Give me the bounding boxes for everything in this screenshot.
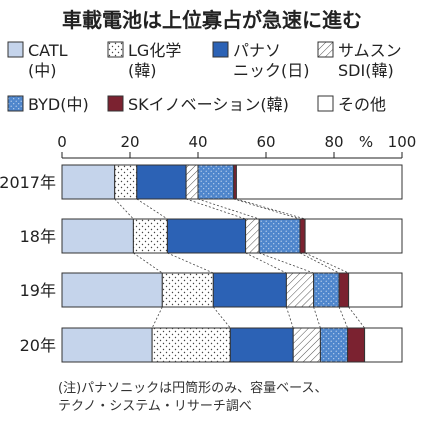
connector-1-0 <box>133 252 163 274</box>
bar-2-1 <box>161 272 214 308</box>
bar-2-3 <box>285 272 315 308</box>
legend-swatch-6 <box>317 95 334 112</box>
bar-2-4 <box>313 272 340 308</box>
connector-2-1 <box>212 306 231 329</box>
category-label-3: 20年 <box>20 336 56 355</box>
chart-title: 車載電池は上位寡占が急速に進む <box>62 8 362 32</box>
bar-3-5 <box>347 327 366 363</box>
bar-0-2 <box>136 164 187 200</box>
bar-1-3 <box>245 218 260 254</box>
connector-2-5 <box>348 306 365 329</box>
legend-swatch-3 <box>317 41 334 58</box>
legend-label-2: パナソ <box>233 41 281 60</box>
legend-swatch-2 <box>212 41 229 58</box>
connector-1-3 <box>259 252 314 274</box>
connector-0-3 <box>197 198 260 220</box>
legend-label-4: BYD(中) <box>28 95 89 114</box>
bar-0-1 <box>114 164 138 200</box>
category-labels: 2017年 18年 19年 20年 <box>0 173 56 355</box>
legend-swatch-1 <box>107 41 124 58</box>
category-label-0: 2017年 <box>0 173 56 192</box>
connector-0-4 <box>233 198 301 220</box>
connector-1-2 <box>245 252 287 274</box>
connector-1-1 <box>167 252 214 274</box>
category-label-1: 18年 <box>20 227 56 246</box>
bar-0-4 <box>197 164 235 200</box>
bar-1-5 <box>299 218 306 254</box>
connector-1-5 <box>304 252 349 274</box>
note-line-0: (注)パナソニックは円筒形のみ、容量ベース、 <box>58 380 328 396</box>
bar-0-6 <box>235 164 403 200</box>
bar-2-0 <box>61 272 163 308</box>
connector-2-3 <box>313 306 321 329</box>
x-axis: 0 20 40 60 80 100% <box>57 133 417 159</box>
note-line-1: テクノ・システム・リサーチ調べ <box>58 399 252 414</box>
x-tick-label-3: 60 <box>256 133 275 151</box>
bar-0-0 <box>61 164 116 200</box>
bar-1-1 <box>132 218 168 254</box>
connector-0-2 <box>185 198 246 220</box>
legend-sublabel-3: SDI(韓) <box>338 61 394 80</box>
bar-1-6 <box>304 218 403 254</box>
connector-lines <box>114 198 365 329</box>
connector-0-0 <box>114 198 134 220</box>
legend-label-6: その他 <box>338 95 386 114</box>
legend-label-5: SKイノベーション(韓) <box>128 95 289 114</box>
unit-label: % <box>359 133 373 151</box>
legend-sublabel-0: (中) <box>28 61 57 80</box>
legend-swatch-4 <box>7 95 24 112</box>
connector-0-1 <box>136 198 168 220</box>
legend-label-0: CATL <box>28 41 68 60</box>
bar-3-2 <box>229 327 294 363</box>
x-tick-label-5: 100 <box>388 133 417 151</box>
legend-swatch-0 <box>7 41 24 58</box>
bar-1-0 <box>61 218 134 254</box>
x-tick-label-4: 80 <box>324 133 343 151</box>
bar-3-6 <box>364 327 403 363</box>
connector-2-0 <box>151 306 163 329</box>
bar-3-4 <box>319 327 349 363</box>
bar-0-3 <box>185 164 199 200</box>
bar-2-2 <box>212 272 287 308</box>
bar-3-1 <box>151 327 231 363</box>
connector-2-2 <box>286 306 294 329</box>
legend-swatch-5 <box>107 95 124 112</box>
x-tick-label-0: 0 <box>57 133 67 151</box>
source-note: (注)パナソニックは円筒形のみ、容量ベース、テクノ・システム・リサーチ調べ <box>58 380 328 414</box>
bar-2-6 <box>348 272 403 308</box>
bar-1-2 <box>166 218 247 254</box>
legend-label-1: LG化学 <box>128 41 181 60</box>
bar-2-5 <box>338 272 350 308</box>
connector-2-4 <box>338 306 348 329</box>
connector-1-4 <box>299 252 340 274</box>
connector-0-5 <box>236 198 306 220</box>
legend-sublabel-2: ニック(日) <box>233 61 310 80</box>
legend-label-3: サムスン <box>338 41 402 60</box>
x-tick-label-2: 40 <box>188 133 207 151</box>
bars <box>61 164 403 363</box>
bar-1-4 <box>258 218 301 254</box>
x-tick-label-1: 20 <box>120 133 139 151</box>
bar-3-3 <box>292 327 321 363</box>
category-label-2: 19年 <box>20 281 56 300</box>
bar-3-0 <box>61 327 153 363</box>
legend-sublabel-1: (韓) <box>128 61 157 80</box>
